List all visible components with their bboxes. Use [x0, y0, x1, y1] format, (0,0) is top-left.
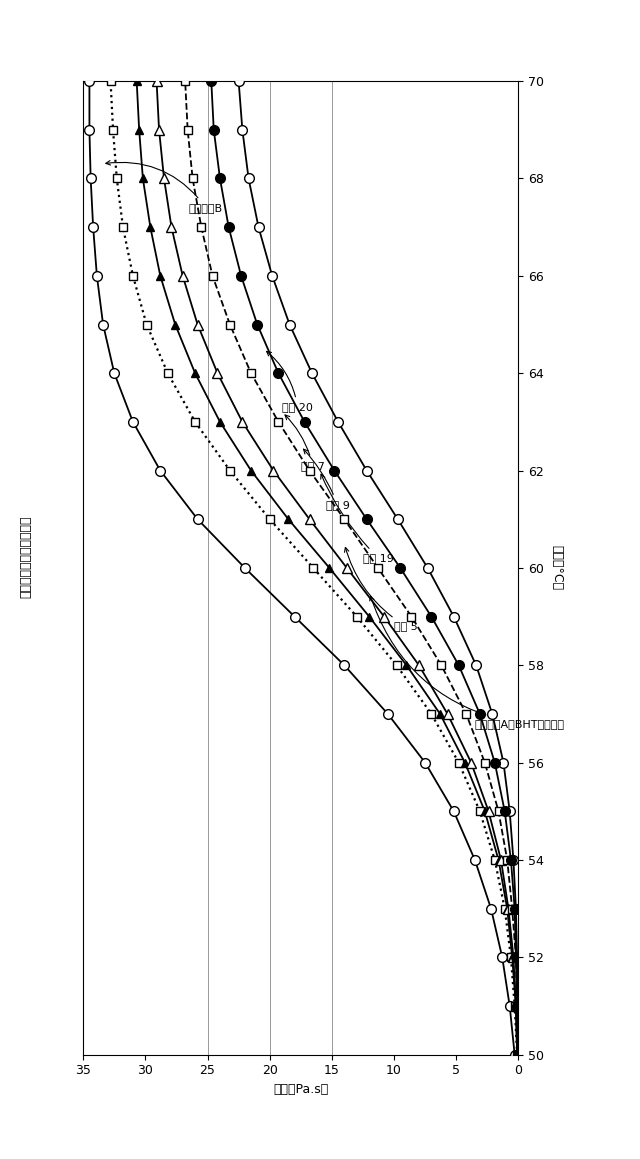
Text: 参照製劑B: 参照製劑B: [106, 161, 223, 213]
Text: 製劑 9: 製劑 9: [303, 450, 349, 510]
Y-axis label: 温度（°C）: 温度（°C）: [550, 546, 564, 590]
Text: 参照製劑A（BHTを含む）: 参照製劑A（BHTを含む）: [370, 596, 565, 729]
Text: 製劑 7: 製劑 7: [285, 415, 324, 471]
Text: 製劑 19: 製劑 19: [321, 474, 394, 563]
X-axis label: 粘度（Pa.s）: 粘度（Pa.s）: [273, 1083, 328, 1096]
Text: 製劑 20: 製劑 20: [267, 351, 313, 413]
Text: ブレンド製劑の温度掴引: ブレンド製劑の温度掴引: [19, 515, 32, 598]
Text: 製劑 5: 製劑 5: [344, 547, 418, 632]
